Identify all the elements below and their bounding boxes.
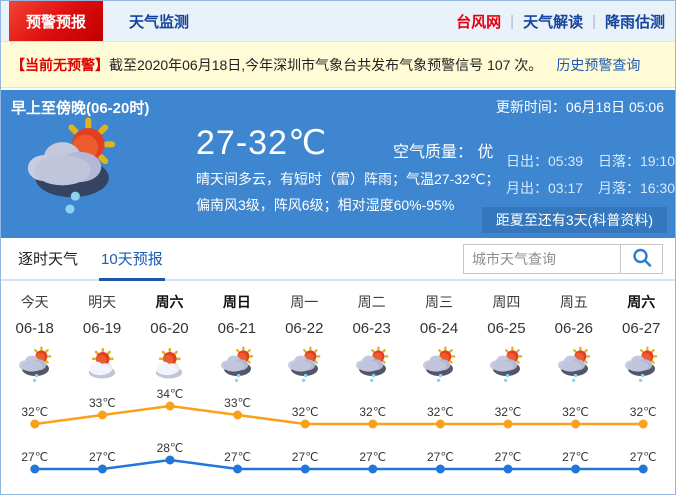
sunset-time: 日落：19:10 <box>597 153 676 169</box>
forecast-day-column[interactable]: 周二 06-23 <box>338 289 405 387</box>
top-nav-bar: 预警预报 天气监测 台风网 | 天气解读 | 降雨估测 <box>1 1 675 41</box>
search-button[interactable] <box>621 244 663 274</box>
svg-text:32℃: 32℃ <box>292 405 319 419</box>
svg-text:27℃: 27℃ <box>359 450 386 464</box>
day-name: 明天 <box>88 294 117 310</box>
day-name: 周四 <box>492 294 521 310</box>
forecast-day-column[interactable]: 周五 06-26 <box>540 289 607 387</box>
svg-text:33℃: 33℃ <box>89 396 116 410</box>
day-date: 06-25 <box>487 320 526 337</box>
svg-text:27℃: 27℃ <box>495 450 522 464</box>
svg-text:33℃: 33℃ <box>224 396 251 410</box>
forecast-day-column[interactable]: 周三 06-24 <box>405 289 472 387</box>
divider: | <box>510 12 515 30</box>
forecast-day-column[interactable]: 周六 06-20 <box>136 289 203 387</box>
solstice-countdown-badge[interactable]: 距夏至还有3天(科普资料) <box>481 207 667 233</box>
sun-shower-icon <box>271 343 338 387</box>
day-name: 周一 <box>290 294 319 310</box>
day-name: 今天 <box>20 294 49 310</box>
forecast-day-column[interactable]: 今天 06-18 <box>1 289 68 387</box>
forecast-day-column[interactable]: 周一 06-22 <box>271 289 338 387</box>
weather-description: 晴天间多云，有短时（雷）阵雨；气温27-32℃；偏南风3级，阵风6级；相对湿度6… <box>196 171 500 213</box>
moonrise-time: 月出：03:17 <box>506 180 584 196</box>
tab-hourly-weather[interactable]: 逐时天气 <box>18 251 79 268</box>
partly-cloudy-icon <box>136 343 203 387</box>
svg-text:32℃: 32℃ <box>427 405 454 419</box>
ten-day-forecast-list: 今天 06-18 明天 06-19 周六 06-20 <box>1 289 675 387</box>
current-weather-panel: 早上至傍晚(06-20时) 更新时间：06月18日 05:06 27-32℃ 空… <box>1 90 675 238</box>
link-rain-estimation[interactable]: 降雨估测 <box>604 13 665 31</box>
link-typhoon-net[interactable]: 台风网 <box>456 13 502 31</box>
sun-moon-times: 日出：05:39 日落：19:10 月出：03:17 月落：16:30 <box>506 148 675 202</box>
day-date: 06-22 <box>285 320 324 337</box>
svg-text:27℃: 27℃ <box>292 450 319 464</box>
day-name: 周六 <box>155 294 184 310</box>
day-date: 06-23 <box>352 320 391 337</box>
svg-text:32℃: 32℃ <box>495 405 522 419</box>
sun-shower-icon <box>608 343 675 387</box>
link-weather-interpretation[interactable]: 天气解读 <box>523 13 584 31</box>
day-name: 周二 <box>357 294 386 310</box>
top-nav-links: 台风网 | 天气解读 | 降雨估测 <box>456 1 665 41</box>
search-icon <box>631 247 653 272</box>
forecast-period-title: 早上至傍晚(06-20时) <box>11 100 150 117</box>
day-date: 06-24 <box>419 320 459 337</box>
svg-text:27℃: 27℃ <box>562 450 589 464</box>
update-time: 更新时间：06月18日 05:06 <box>495 99 664 115</box>
day-date: 06-20 <box>150 320 189 337</box>
forecast-day-column[interactable]: 周四 06-25 <box>473 289 540 387</box>
forecast-tabs-bar: 逐时天气 10天预报 <box>1 238 675 281</box>
day-date: 06-26 <box>554 320 593 337</box>
day-date: 06-18 <box>15 320 54 337</box>
svg-text:27℃: 27℃ <box>630 450 657 464</box>
day-date: 06-21 <box>217 320 257 337</box>
temperature-range: 27-32℃ <box>196 124 328 162</box>
moonset-time: 月落：16:30 <box>597 180 676 196</box>
svg-text:32℃: 32℃ <box>359 405 386 419</box>
day-name: 周五 <box>559 294 588 310</box>
alert-history-link[interactable]: 历史预警查询 <box>556 56 641 73</box>
alert-status-bar: 【当前无预警】 截至2020年06月18日,今年深圳市气象台共发布气象预警信号 … <box>1 41 675 88</box>
divider: | <box>592 12 596 30</box>
sun-shower-icon <box>17 116 125 224</box>
alert-summary-text: 截至2020年06月18日,今年深圳市气象台共发布气象预警信号 107 次。 <box>109 56 543 73</box>
forecast-day-column[interactable]: 明天 06-19 <box>68 289 135 387</box>
partly-cloudy-icon <box>68 343 135 387</box>
tab-weather-monitor[interactable]: 天气监测 <box>129 13 190 31</box>
sun-shower-icon <box>405 343 472 387</box>
svg-text:27℃: 27℃ <box>427 450 454 464</box>
sun-shower-icon <box>1 343 68 387</box>
svg-text:32℃: 32℃ <box>630 405 657 419</box>
sun-shower-icon <box>473 343 540 387</box>
day-date: 06-27 <box>622 320 661 337</box>
svg-text:28℃: 28℃ <box>157 441 184 455</box>
temperature-trend-chart: 32℃ 33℃ 34℃ 33℃ 32℃ 32℃ 32℃ 32℃ 32℃ 32℃ 27℃ 27℃ 28℃ 2… <box>21 387 657 474</box>
sun-shower-icon <box>203 343 270 387</box>
city-search <box>463 244 663 274</box>
sun-shower-icon <box>540 343 607 387</box>
svg-text:27℃: 27℃ <box>89 450 116 464</box>
svg-text:32℃: 32℃ <box>562 405 589 419</box>
sunrise-time: 日出：05:39 <box>506 153 584 169</box>
svg-text:34℃: 34℃ <box>157 387 184 401</box>
day-name: 周六 <box>627 294 656 310</box>
svg-text:27℃: 27℃ <box>224 450 251 464</box>
forecast-day-column[interactable]: 周日 06-21 <box>203 289 270 387</box>
tab-ten-day-forecast[interactable]: 10天预报 <box>99 238 165 281</box>
forecast-day-column[interactable]: 周六 06-27 <box>608 289 675 387</box>
day-name: 周三 <box>425 294 454 310</box>
svg-text:27℃: 27℃ <box>21 450 48 464</box>
day-name: 周日 <box>222 294 251 310</box>
day-date: 06-19 <box>82 320 122 337</box>
svg-text:32℃: 32℃ <box>21 405 48 419</box>
no-alert-badge: 【当前无预警】 <box>11 56 109 73</box>
air-quality: 空气质量： 优 <box>393 144 494 161</box>
city-search-input[interactable] <box>463 244 621 274</box>
sun-shower-icon <box>338 343 405 387</box>
tab-alert-forecast[interactable]: 预警预报 <box>9 1 103 41</box>
